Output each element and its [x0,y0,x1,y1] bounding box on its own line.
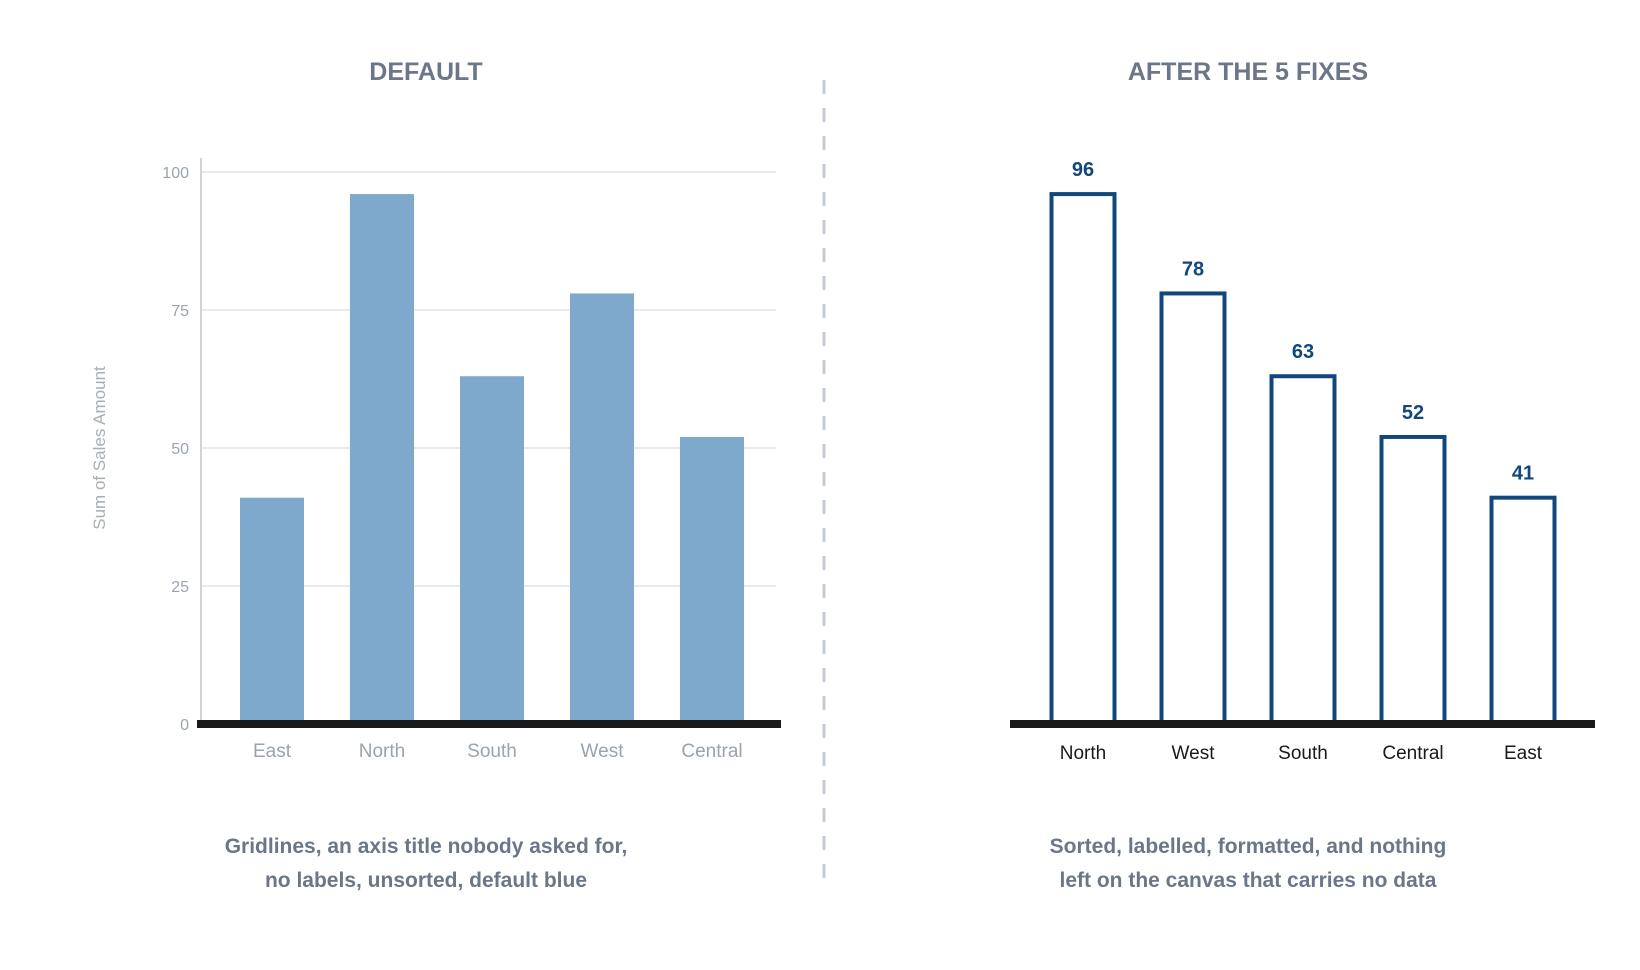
default-chart-bar [460,376,524,724]
default-chart-category-labels: East North South West Central [253,741,743,762]
right-panel-title: AFTER THE 5 FIXES [1128,58,1368,86]
default-chart: 0 25 50 75 100 Sum of Sales Amount East North… [90,158,781,762]
fixed-chart-category-labels: North West South Central East [1060,743,1543,764]
default-chart-category-label: North [359,741,405,762]
default-chart-bar [570,293,634,724]
fixed-chart-bar [1049,192,1117,726]
default-chart-category-label: East [253,741,292,762]
fixed-chart-baseline [1010,720,1595,728]
fixed-chart-category-label: South [1278,743,1328,764]
fixed-chart: 96 78 63 52 41 North West South Central East [1010,159,1595,764]
left-caption-line-1: Gridlines, an axis title nobody asked fo… [225,835,628,858]
fixed-chart-value-label: 52 [1402,402,1424,424]
fixed-chart-category-label: East [1504,743,1543,764]
default-chart-y-tick-label: 0 [180,717,189,734]
default-chart-baseline [197,720,781,728]
default-chart-category-label: Central [681,741,742,762]
fixed-chart-bar [1159,291,1227,726]
default-chart-bar [240,497,304,724]
default-chart-bars [240,194,744,724]
default-chart-category-label: South [467,741,517,762]
default-chart-bar [350,194,414,724]
default-chart-y-tick-label: 25 [171,579,189,596]
left-caption-line-2: no labels, unsorted, default blue [265,869,587,892]
fixed-chart-category-label: North [1060,743,1106,764]
fixed-chart-value-label: 96 [1072,159,1094,181]
fixed-chart-category-label: West [1172,743,1216,764]
fixed-chart-bars [1049,192,1557,726]
fixed-chart-value-labels: 96 78 63 52 41 [1072,159,1534,485]
fixed-chart-value-label: 63 [1292,341,1314,363]
fixed-chart-bar [1379,434,1447,726]
default-chart-y-tick-label: 75 [171,303,189,320]
fixed-chart-bar [1269,374,1337,726]
default-chart-y-ticks: 0 25 50 75 100 [162,165,189,734]
default-chart-y-axis-title: Sum of Sales Amount [90,366,109,530]
fixed-chart-bar [1489,495,1557,726]
default-chart-category-label: West [581,741,625,762]
default-chart-bar [680,436,744,724]
left-panel-title: DEFAULT [369,58,482,86]
default-chart-y-tick-label: 50 [171,441,189,458]
fixed-chart-category-label: Central [1382,743,1443,764]
fixed-chart-value-label: 78 [1182,258,1204,280]
right-caption-line-1: Sorted, labelled, formatted, and nothing [1050,835,1447,858]
default-chart-y-tick-label: 100 [162,165,189,182]
fixed-chart-value-label: 41 [1512,463,1534,485]
right-caption-line-2: left on the canvas that carries no data [1060,869,1437,892]
